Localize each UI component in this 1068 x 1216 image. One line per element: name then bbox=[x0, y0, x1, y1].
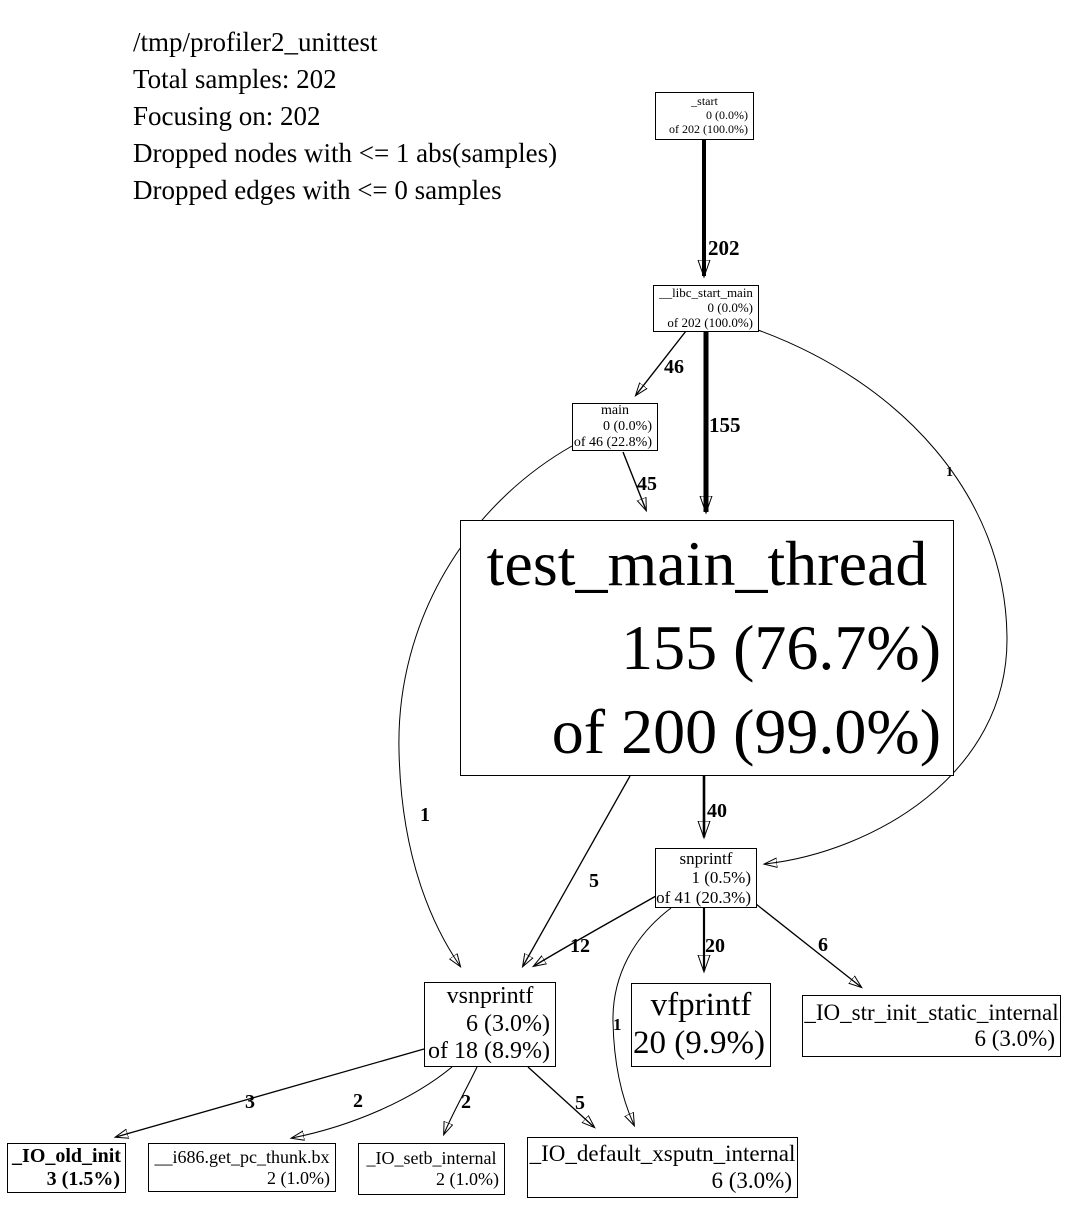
edge-label-libc-to-main: 46 bbox=[664, 356, 684, 378]
node-start-total: of 202 (100.0%) bbox=[669, 121, 748, 136]
edge-vsnprintf-to-io-old-init bbox=[116, 1048, 425, 1137]
node-snprintf-name: snprintf bbox=[679, 848, 733, 868]
edge-label-vsnprintf-to-xsputn: 5 bbox=[575, 1092, 585, 1114]
edge-main-to-vsnprintf bbox=[398, 445, 573, 966]
node-vsnprintf-self: 6 (3.0%) bbox=[466, 1010, 550, 1037]
edge-label-vsnprintf-to-setb: 2 bbox=[461, 1091, 471, 1113]
node-main-total: of 46 (22.8%) bbox=[573, 435, 652, 451]
node-vsnprintf-total: of 18 (8.9%) bbox=[428, 1038, 550, 1065]
node-main-name: main bbox=[601, 402, 629, 418]
node-test-main-thread: test_main_thread 155 (76.7%) of 200 (99.… bbox=[460, 520, 954, 776]
edge-label-snprintf-to-vsnprintf: 12 bbox=[570, 935, 590, 957]
edge-label-start-to-libc: 202 bbox=[708, 236, 740, 260]
header-line-binary: /tmp/profiler2_unittest bbox=[133, 27, 378, 57]
node-main-self: 0 (0.0%) bbox=[603, 418, 652, 434]
node-xsputn-self: 6 (3.0%) bbox=[711, 1167, 792, 1193]
node-tmt-name: test_main_thread bbox=[486, 528, 928, 599]
edge-vsnprintf-to-setb bbox=[444, 1066, 478, 1134]
node-xsputn-name: _IO_default_xsputn_internal bbox=[529, 1141, 796, 1167]
edge-vsnprintf-to-thunk bbox=[292, 1066, 453, 1138]
edge-snprintf-to-xsputn bbox=[612, 907, 672, 1125]
profile-header: /tmp/profiler2_unittest Total samples: 2… bbox=[133, 24, 557, 209]
edge-label-libc-to-snprintf: 1 bbox=[946, 465, 953, 480]
node-thunk-name: __i686.get_pc_thunk.bx bbox=[154, 1146, 330, 1167]
node-main: main 0 (0.0%) of 46 (22.8%) bbox=[572, 403, 658, 451]
node-vfprintf-name: vfprintf bbox=[650, 987, 752, 1024]
node-snprintf-total: of 41 (20.3%) bbox=[656, 887, 751, 907]
node-tmt-self: 155 (76.7%) bbox=[621, 612, 941, 683]
header-line-dropped-edges: Dropped edges with <= 0 samples bbox=[133, 175, 502, 205]
node-start-self: 0 (0.0%) bbox=[706, 108, 748, 123]
node-libc-total: of 202 (100.0%) bbox=[667, 314, 753, 330]
node-snprintf-self: 1 (0.5%) bbox=[691, 868, 751, 888]
node-i686-get-pc-thunk-bx: __i686.get_pc_thunk.bx 2 (1.0%) bbox=[148, 1143, 336, 1192]
node-io-str-self: 6 (3.0%) bbox=[974, 1026, 1055, 1051]
edge-label-test-main-thread-to-vsnprintf: 5 bbox=[589, 870, 599, 892]
header-line-dropped-nodes: Dropped nodes with <= 1 abs(samples) bbox=[133, 138, 558, 168]
node-vsnprintf-name: vsnprintf bbox=[446, 983, 534, 1010]
edge-label-vsnprintf-to-io-old-init: 3 bbox=[245, 1091, 255, 1113]
node-tmt-total: of 200 (99.0%) bbox=[551, 696, 941, 767]
header-line-focusing: Focusing on: 202 bbox=[133, 101, 321, 131]
node-vsnprintf: vsnprintf 6 (3.0%) of 18 (8.9%) bbox=[424, 982, 556, 1067]
edge-label-main-to-vsnprintf: 1 bbox=[420, 804, 430, 826]
edge-label-snprintf-to-vfprintf: 20 bbox=[705, 935, 725, 957]
node-start-name: _start bbox=[691, 94, 718, 109]
edge-snprintf-to-io-str bbox=[755, 903, 861, 987]
node-io-setb-internal: _IO_setb_internal 2 (1.0%) bbox=[358, 1143, 505, 1195]
node-vfprintf-self: 20 (9.9%) bbox=[633, 1025, 765, 1061]
edge-libc-to-snprintf bbox=[757, 329, 1008, 864]
node-snprintf: snprintf 1 (0.5%) of 41 (20.3%) bbox=[655, 848, 757, 908]
node-start: _start 0 (0.0%) of 202 (100.0%) bbox=[655, 92, 754, 140]
edge-label-vsnprintf-to-thunk: 2 bbox=[353, 1090, 363, 1112]
edge-vsnprintf-to-xsputn bbox=[527, 1066, 594, 1127]
node-io-old-init-self: 3 (1.5%) bbox=[46, 1168, 120, 1190]
node-io-str-init-static-internal: _IO_str_init_static_internal 6 (3.0%) bbox=[802, 995, 1061, 1057]
edge-label-snprintf-to-xsputn: 1 bbox=[613, 1015, 622, 1034]
edge-main-to-test-main-thread bbox=[622, 451, 646, 510]
edge-label-snprintf-to-io-str: 6 bbox=[818, 934, 828, 956]
node-thunk-self: 2 (1.0%) bbox=[267, 1167, 330, 1188]
node-io-old-init: _IO_old_init 3 (1.5%) bbox=[7, 1143, 126, 1193]
edge-label-test-main-thread-to-snprintf: 40 bbox=[707, 800, 727, 822]
node-io-str-name: _IO_str_init_static_internal bbox=[804, 999, 1059, 1025]
edge-label-libc-to-test-main-thread: 155 bbox=[709, 413, 741, 437]
node-setb-self: 2 (1.0%) bbox=[436, 1169, 499, 1189]
node-io-old-init-name: _IO_old_init bbox=[12, 1145, 121, 1167]
node-libc-start-main: __libc_start_main 0 (0.0%) of 202 (100.0… bbox=[653, 285, 759, 332]
edge-snprintf-to-vsnprintf bbox=[534, 895, 657, 966]
edge-test-main-thread-to-vsnprintf bbox=[523, 775, 631, 966]
node-io-default-xsputn-internal: _IO_default_xsputn_internal 6 (3.0%) bbox=[527, 1137, 798, 1198]
node-vfprintf: vfprintf 20 (9.9%) bbox=[631, 983, 771, 1067]
header-line-total-samples: Total samples: 202 bbox=[133, 64, 337, 94]
node-setb-name: _IO_setb_internal bbox=[366, 1148, 497, 1169]
edge-label-main-to-test-main-thread: 45 bbox=[637, 473, 657, 495]
edge-libc-to-main bbox=[636, 330, 687, 395]
node-libc-self: 0 (0.0%) bbox=[707, 300, 754, 316]
node-libc-name: __libc_start_main bbox=[659, 285, 753, 301]
